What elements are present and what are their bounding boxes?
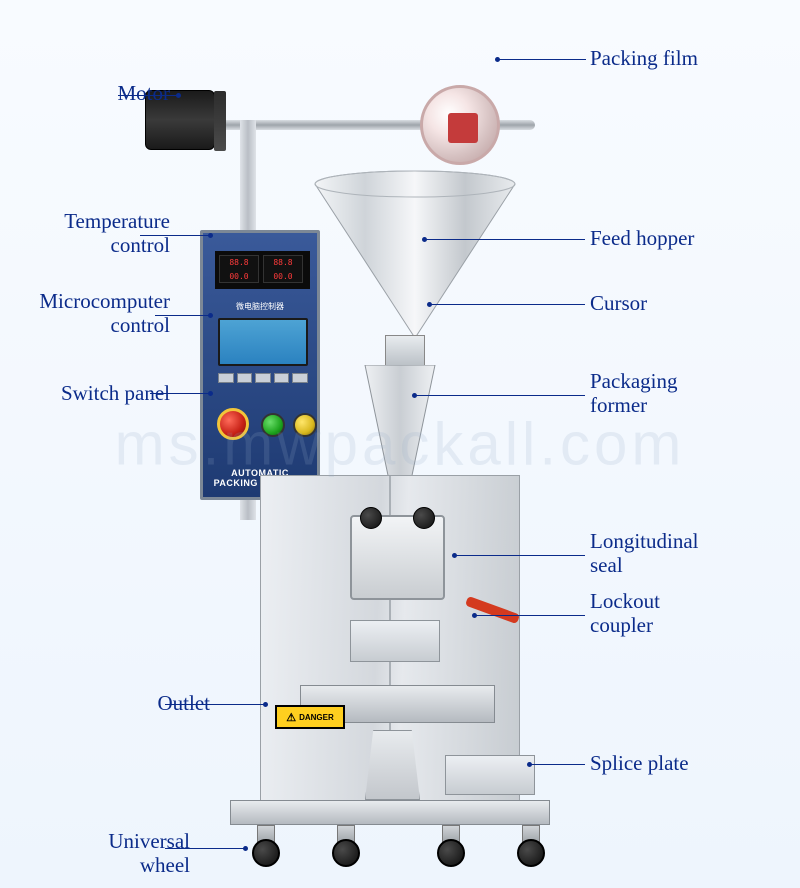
packaging-former <box>355 365 445 485</box>
film-badge-icon <box>448 113 478 143</box>
label-outlet: Outlet <box>0 692 210 716</box>
label-splice-plate: Splice plate <box>590 752 689 776</box>
seal-knob-left <box>360 507 382 529</box>
mode-button <box>293 413 317 437</box>
feed-hopper <box>310 170 520 340</box>
temperature-display: 88.800.0 88.800.0 <box>215 251 310 289</box>
leader-splice <box>530 764 585 765</box>
cursor-sensor <box>385 335 425 367</box>
label-microcomputer-control: Microcomputercontrol <box>0 290 170 337</box>
longitudinal-seal-unit <box>350 515 445 600</box>
leader-cursor <box>430 304 585 305</box>
control-panel: 88.800.0 88.800.0 微电脑控制器 AUTOMATICPACKIN… <box>200 230 320 500</box>
leader-former <box>415 395 585 396</box>
start-button <box>261 413 285 437</box>
leader-film <box>498 59 586 60</box>
mcu-label: 微电脑控制器 <box>203 301 317 312</box>
leader-hopper <box>425 239 585 240</box>
temp-readout-2: 88.800.0 <box>263 255 303 283</box>
base-frame <box>230 800 550 825</box>
seal-knob-right <box>413 507 435 529</box>
microcomputer-lcd <box>218 318 308 366</box>
leader-lockout <box>475 615 585 616</box>
caster-wheel <box>325 825 367 867</box>
outlet-chute <box>365 730 420 800</box>
label-universal-wheel: Universalwheel <box>0 830 190 877</box>
keypad <box>218 373 308 401</box>
temp-readout-1: 88.800.0 <box>219 255 259 283</box>
label-switch-panel: Switch panel <box>0 382 170 406</box>
label-feed-hopper: Feed hopper <box>590 227 694 251</box>
lockout-coupler <box>350 620 440 662</box>
emergency-stop-button <box>217 408 249 440</box>
label-packaging-former: Packagingformer <box>590 370 677 417</box>
label-temperature-control: Temperaturecontrol <box>0 210 170 257</box>
danger-label: DANGER <box>275 705 345 729</box>
caster-wheel <box>510 825 552 867</box>
label-lockout-coupler: Lockoutcoupler <box>590 590 660 637</box>
caster-wheel <box>430 825 472 867</box>
label-packing-film: Packing film <box>590 47 698 71</box>
machine-illustration: 88.800.0 88.800.0 微电脑控制器 AUTOMATICPACKIN… <box>205 65 535 845</box>
label-motor: Motor <box>0 82 170 106</box>
leader-longseal <box>455 555 585 556</box>
packing-film-roll <box>420 85 500 165</box>
splice-plate <box>445 755 535 795</box>
label-cursor: Cursor <box>590 292 647 316</box>
label-longitudinal-seal: Longitudinalseal <box>590 530 699 577</box>
caster-wheel <box>245 825 287 867</box>
